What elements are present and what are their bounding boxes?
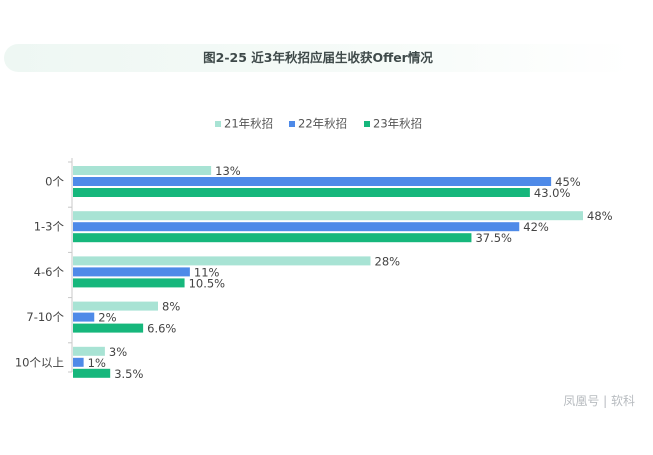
data-label: 2% — [98, 311, 116, 325]
data-label: 45% — [555, 175, 581, 189]
data-label: 11% — [194, 265, 220, 279]
data-label: 42% — [523, 220, 549, 234]
legend-label-2: 22年秋招 — [298, 117, 347, 131]
data-label: 48% — [587, 209, 613, 223]
data-label: 13% — [215, 164, 241, 178]
bar — [73, 177, 552, 186]
data-label: 6.6% — [147, 322, 176, 336]
bar — [73, 222, 520, 232]
title-banner: 图2-25 近3年秋招应届生收获Offer情况 — [4, 44, 632, 72]
bar — [73, 211, 583, 221]
data-label: 1% — [88, 356, 106, 370]
watermark: 凤凰号 | 软科 — [563, 394, 635, 408]
bar — [73, 312, 95, 322]
legend-swatch-1 — [215, 121, 221, 127]
bar — [73, 256, 371, 266]
bar — [73, 357, 84, 367]
data-label: 43.0% — [534, 186, 571, 200]
bar — [73, 323, 144, 333]
data-label: 37.5% — [475, 231, 512, 245]
category-label: 1-3个 — [34, 220, 65, 234]
bar — [73, 267, 190, 277]
data-label: 8% — [162, 300, 180, 314]
data-label: 3.5% — [114, 367, 143, 381]
legend-label-3: 23年秋招 — [373, 117, 422, 131]
category-label: 4-6个 — [34, 265, 65, 279]
category-label: 10个以上 — [15, 355, 64, 369]
data-label: 10.5% — [189, 276, 226, 290]
legend-swatch-2 — [289, 121, 295, 127]
bar — [73, 233, 472, 243]
chart-title: 图2-25 近3年秋招应届生收获Offer情况 — [203, 50, 433, 65]
data-label: 28% — [375, 254, 401, 268]
bar — [73, 368, 111, 378]
bar — [73, 188, 530, 197]
bar — [73, 166, 212, 175]
category-label: 7-10个 — [26, 310, 64, 324]
legend-swatch-3 — [364, 121, 370, 127]
bar — [73, 278, 185, 288]
legend-label-1: 21年秋招 — [224, 117, 273, 131]
data-label: 3% — [109, 345, 127, 359]
bar — [73, 301, 158, 311]
category-label: 0个 — [45, 175, 64, 189]
bar — [73, 346, 105, 356]
